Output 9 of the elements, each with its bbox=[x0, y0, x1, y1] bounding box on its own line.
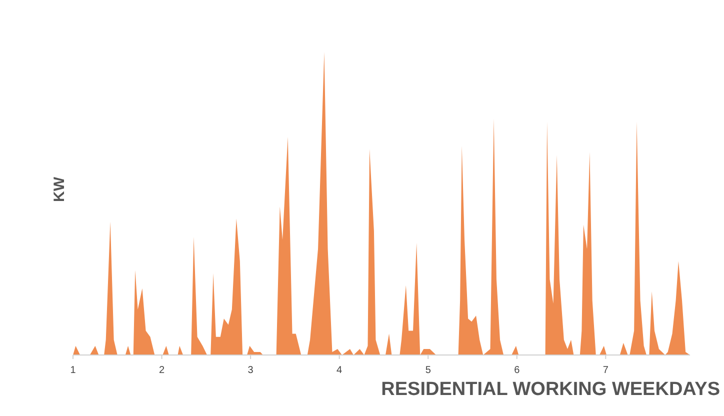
x-axis-title: RESIDENTIAL WORKING WEEKDAYS bbox=[381, 379, 720, 400]
x-tick-label: 3 bbox=[248, 365, 254, 376]
x-tick-label: 2 bbox=[158, 365, 165, 376]
x-tick-label: 7 bbox=[602, 365, 609, 376]
x-tick-label: 1 bbox=[70, 365, 76, 376]
y-axis-title: KW bbox=[51, 176, 68, 202]
x-tick-label: 4 bbox=[336, 365, 343, 376]
x-tick-label: 6 bbox=[514, 365, 520, 376]
x-tick-label: 5 bbox=[425, 365, 432, 376]
